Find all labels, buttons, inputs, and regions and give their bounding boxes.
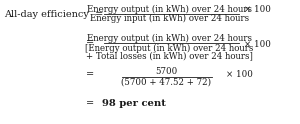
Text: 98 per cent: 98 per cent: [102, 99, 166, 108]
Text: =: =: [86, 70, 94, 79]
Text: Energy input (in kWh) over 24 hours: Energy input (in kWh) over 24 hours: [90, 14, 249, 23]
Text: × 100: × 100: [244, 40, 271, 49]
Text: Energy output (in kWh) over 24 hours: Energy output (in kWh) over 24 hours: [87, 34, 252, 43]
Text: + Total losses (in kWh) over 24 hours]: + Total losses (in kWh) over 24 hours]: [86, 51, 253, 60]
Text: =: =: [86, 38, 94, 47]
Text: =: =: [86, 99, 94, 108]
Text: All-day efficiency  =: All-day efficiency =: [4, 10, 103, 19]
Text: Energy output (in kWh) over 24 hours: Energy output (in kWh) over 24 hours: [87, 4, 252, 14]
Text: 5700: 5700: [155, 67, 178, 77]
Text: × 100: × 100: [244, 5, 271, 14]
Text: (5700 + 47.52 + 72): (5700 + 47.52 + 72): [121, 77, 212, 86]
Text: [Energy output (in kWh) over 24 hours: [Energy output (in kWh) over 24 hours: [85, 44, 253, 53]
Text: × 100: × 100: [226, 70, 253, 79]
